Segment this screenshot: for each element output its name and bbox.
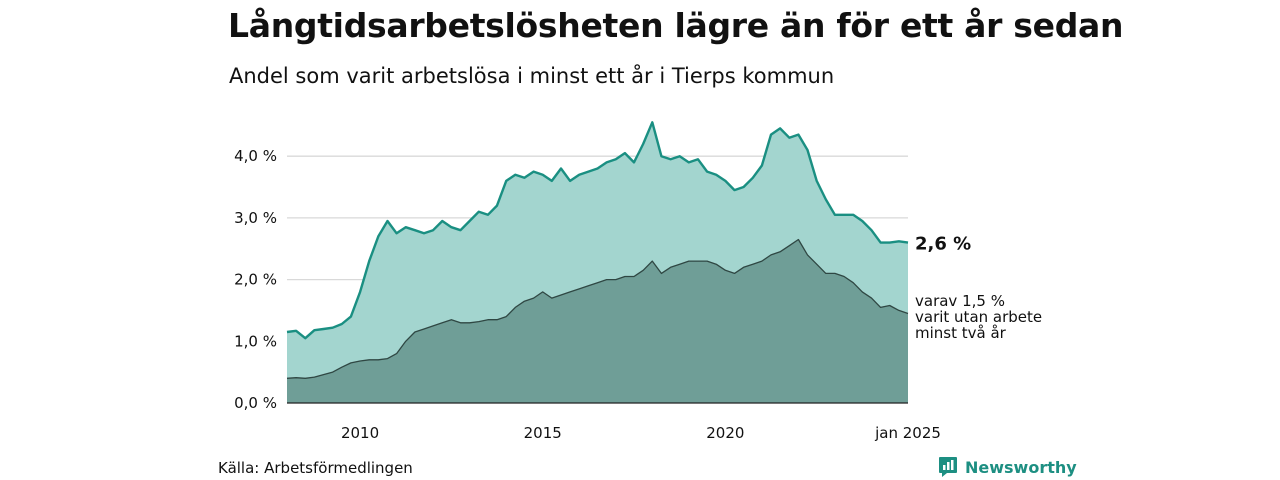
x-tick-label: jan 2025 (874, 424, 941, 442)
brand-logo[interactable]: Newsworthy (938, 456, 1077, 478)
long-term-end-label: minst två år (915, 324, 1007, 342)
brand-name: Newsworthy (965, 457, 1077, 477)
y-tick-label: 1,0 % (234, 332, 277, 350)
long-term-end-label: varit utan arbete (915, 308, 1042, 326)
x-tick-label: 2010 (341, 424, 379, 442)
x-tick-label: 2015 (524, 424, 562, 442)
y-tick-label: 3,0 % (234, 209, 277, 227)
axes: 0,0 % 1,0 % 2,0 % 3,0 % 4,0 % 2010 2015 2020 jan… (234, 147, 941, 442)
y-tick-label: 4,0 % (234, 147, 277, 165)
data-areas (286, 121, 909, 404)
total-line (286, 121, 909, 340)
chart-subtitle: Andel som varit arbetslösa i minst ett å… (229, 64, 835, 88)
y-tick-label: 2,0 % (234, 271, 277, 289)
long-term-end-label: varav 1,5 % (915, 292, 1005, 310)
x-tick-label: 2020 (706, 424, 744, 442)
newsworthy-logo-icon (939, 457, 957, 477)
source-note: Källa: Arbetsförmedlingen (218, 459, 413, 477)
long-term-line (286, 238, 909, 379)
total-end-label: 2,6 % (915, 234, 971, 255)
chart-title: Långtidsarbetslösheten lägre än för ett … (228, 6, 1124, 45)
long-term-area (287, 239, 908, 403)
y-tick-label: 0,0 % (234, 394, 277, 412)
